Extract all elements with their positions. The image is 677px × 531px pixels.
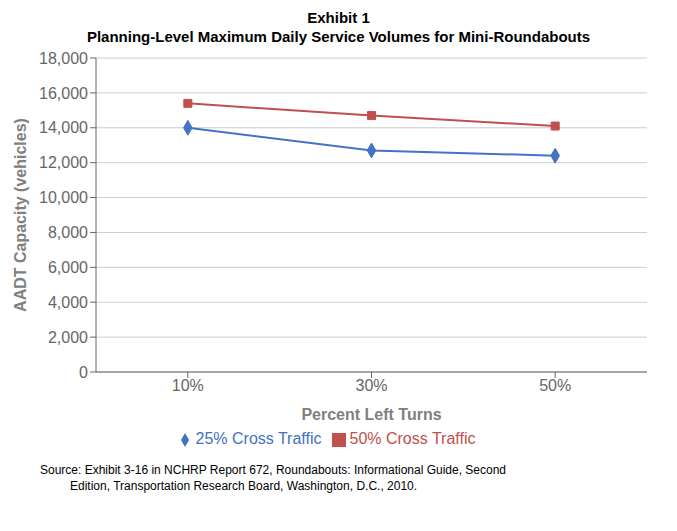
- svg-text:2,000: 2,000: [48, 329, 88, 346]
- svg-text:30%: 30%: [355, 377, 387, 394]
- svg-text:Percent Left Turns: Percent Left Turns: [301, 406, 441, 423]
- svg-text:8,000: 8,000: [48, 224, 88, 241]
- svg-text:16,000: 16,000: [39, 85, 88, 102]
- svg-text:0: 0: [79, 364, 88, 381]
- svg-text:6,000: 6,000: [48, 259, 88, 276]
- html-text:Edition, Transportation Resear: Edition, Transportation Research Board, …: [40, 479, 418, 493]
- svg-text:14,000: 14,000: [39, 119, 88, 136]
- html-text:Planning-Level Maximum Daily S: Planning-Level Maximum Daily Service Vol…: [86, 28, 591, 45]
- svg-text:10,000: 10,000: [39, 189, 88, 206]
- svg-text:50%: 50%: [539, 377, 571, 394]
- svg-text:18,000: 18,000: [39, 50, 88, 67]
- svg-text:4,000: 4,000: [48, 294, 88, 311]
- html-text:Exhibit 1: Exhibit 1: [307, 9, 370, 26]
- html-text:50% Cross Traffic: 50% Cross Traffic: [349, 430, 476, 447]
- html-text:Source: Exhibit 3-16 in NCHRP: Source: Exhibit 3-16 in NCHRP Report 672…: [40, 463, 506, 477]
- html-text:25% Cross Traffic: 25% Cross Traffic: [195, 430, 322, 447]
- svg-text:12,000: 12,000: [39, 154, 88, 171]
- svg-text:10%: 10%: [172, 377, 204, 394]
- svg-text:AADT Capacity (vehicles): AADT Capacity (vehicles): [12, 118, 29, 312]
